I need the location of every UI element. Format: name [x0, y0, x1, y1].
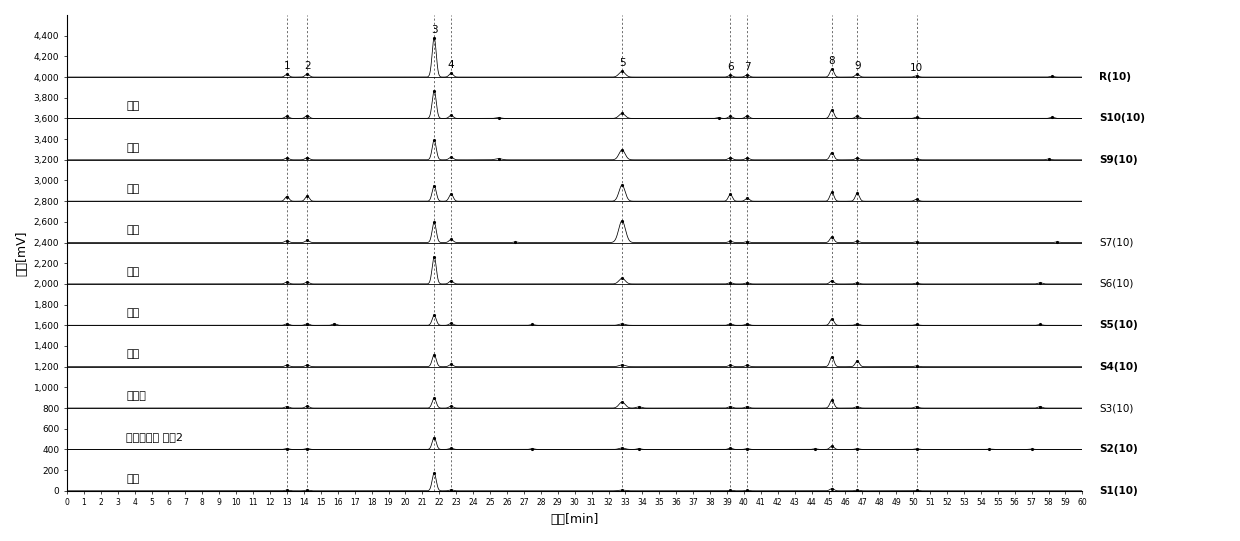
- Text: 乐山: 乐山: [126, 225, 139, 235]
- Text: 揭阳: 揭阳: [126, 308, 139, 318]
- X-axis label: 时间[min]: 时间[min]: [551, 513, 599, 526]
- Text: 金秀: 金秀: [126, 267, 139, 276]
- Text: 防城港: 防城港: [126, 391, 146, 401]
- Text: 7: 7: [744, 62, 750, 72]
- Text: 2: 2: [304, 61, 310, 71]
- Text: R(10): R(10): [1100, 72, 1131, 82]
- Text: S2(10): S2(10): [1100, 444, 1138, 454]
- Text: S3(10): S3(10): [1100, 403, 1133, 413]
- Text: 鞅州: 鞅州: [126, 184, 139, 194]
- Text: 9: 9: [854, 61, 861, 71]
- Text: S5(10): S5(10): [1100, 320, 1138, 331]
- Text: 3: 3: [430, 25, 438, 35]
- Text: 1: 1: [284, 61, 290, 71]
- Text: S1(10): S1(10): [1100, 486, 1138, 496]
- Text: S6(10): S6(10): [1100, 279, 1133, 289]
- Text: 汕头: 汕头: [126, 143, 139, 153]
- Text: S4(10): S4(10): [1100, 362, 1138, 372]
- Text: 6: 6: [727, 62, 734, 72]
- Text: S9(10): S9(10): [1100, 155, 1138, 165]
- Text: 10: 10: [910, 63, 923, 72]
- Text: S7(10): S7(10): [1100, 237, 1133, 248]
- Y-axis label: 信号[mV]: 信号[mV]: [15, 230, 29, 276]
- Text: 5: 5: [619, 58, 625, 68]
- Text: S10(10): S10(10): [1100, 114, 1146, 123]
- Text: 4: 4: [448, 61, 454, 70]
- Text: 8: 8: [828, 56, 836, 66]
- Text: 阳瀰: 阳瀰: [126, 101, 139, 111]
- Text: 桂林: 桂林: [126, 473, 139, 484]
- Text: 赣州: 赣州: [126, 349, 139, 359]
- Text: 三加皮饮片 产地2: 三加皮饮片 产地2: [126, 432, 184, 442]
